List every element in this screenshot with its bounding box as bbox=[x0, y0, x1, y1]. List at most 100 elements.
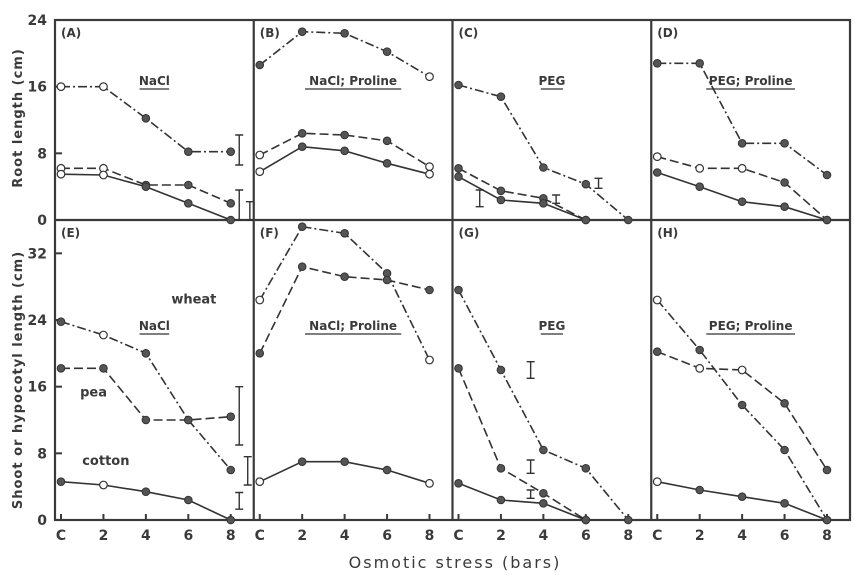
x-tick-label: 2 bbox=[695, 528, 705, 544]
x-tick-label: 2 bbox=[496, 528, 506, 544]
data-point-cotton bbox=[425, 169, 434, 179]
data-point-cotton bbox=[184, 495, 193, 505]
data-point-cotton bbox=[780, 202, 789, 211]
data-point-pea bbox=[99, 364, 108, 373]
series-line-pea bbox=[458, 167, 587, 221]
series-line-cotton bbox=[458, 175, 587, 221]
data-point-pea bbox=[425, 285, 434, 295]
panel-title: NaCl; Proline bbox=[309, 319, 397, 333]
data-point-cotton bbox=[382, 159, 392, 168]
y-tick-label: 0 bbox=[37, 513, 47, 529]
error-bar bbox=[245, 200, 254, 221]
x-tick-label: C bbox=[652, 528, 662, 544]
data-point-cotton bbox=[226, 515, 236, 525]
data-point-wheat bbox=[297, 222, 307, 231]
data-point-wheat bbox=[496, 365, 506, 375]
data-point-wheat bbox=[297, 27, 307, 36]
x-tick-label: 8 bbox=[226, 528, 236, 544]
error-bar bbox=[526, 459, 535, 475]
data-point-pea bbox=[226, 199, 236, 208]
series-line-wheat bbox=[259, 30, 430, 78]
x-tick-label: 4 bbox=[737, 528, 747, 544]
data-point-pea bbox=[822, 465, 832, 475]
panel-title: NaCl; Proline bbox=[309, 74, 397, 88]
data-point-cotton bbox=[496, 495, 506, 505]
data-point-wheat bbox=[340, 229, 349, 238]
panel-title: PEG bbox=[538, 319, 565, 333]
data-point-wheat bbox=[539, 445, 548, 455]
data-point-pea bbox=[780, 399, 789, 408]
data-point-wheat bbox=[56, 317, 66, 326]
data-point-cotton bbox=[99, 170, 108, 180]
error-bar bbox=[235, 385, 244, 446]
series-line-pea bbox=[457, 367, 587, 521]
data-point-wheat bbox=[822, 170, 832, 180]
error-bar bbox=[235, 134, 244, 166]
data-point-pea bbox=[340, 272, 349, 281]
data-point-cotton bbox=[340, 146, 349, 156]
data-point-cotton bbox=[255, 167, 265, 177]
data-point-pea bbox=[141, 415, 151, 425]
data-point-wheat bbox=[780, 445, 789, 455]
data-point-cotton bbox=[581, 215, 591, 225]
data-point-pea bbox=[780, 178, 789, 187]
data-point-wheat bbox=[382, 47, 392, 56]
x-tick-label: 8 bbox=[623, 528, 633, 544]
series-line-cotton bbox=[458, 482, 587, 521]
data-point-wheat bbox=[695, 345, 704, 355]
data-point-pea bbox=[297, 262, 307, 271]
series-line-cotton bbox=[657, 171, 828, 221]
data-point-pea bbox=[737, 365, 747, 375]
data-point-wheat bbox=[581, 179, 591, 189]
data-point-cotton bbox=[340, 457, 349, 466]
x-tick-label: 6 bbox=[183, 528, 193, 544]
data-point-wheat bbox=[141, 349, 151, 358]
data-point-wheat bbox=[255, 60, 265, 70]
data-point-cotton bbox=[255, 477, 265, 487]
panel-title: PEG; Proline bbox=[709, 319, 793, 333]
data-point-wheat bbox=[99, 82, 108, 92]
data-point-cotton bbox=[141, 182, 151, 191]
data-point-cotton bbox=[695, 485, 704, 495]
data-point-cotton bbox=[141, 487, 151, 496]
data-point-wheat bbox=[56, 82, 66, 92]
panel-letter: (A) bbox=[61, 26, 81, 40]
y-tick-label: 32 bbox=[28, 246, 47, 262]
data-point-pea bbox=[695, 163, 705, 173]
data-point-pea bbox=[652, 347, 662, 356]
x-tick-label: 8 bbox=[425, 528, 435, 544]
series-line-pea bbox=[61, 167, 232, 205]
x-tick-label: 2 bbox=[99, 528, 109, 544]
y-tick-label: 24 bbox=[28, 13, 48, 29]
data-point-wheat bbox=[99, 330, 108, 340]
data-point-pea bbox=[454, 364, 463, 373]
panel-title: NaCl bbox=[139, 319, 170, 333]
data-point-cotton bbox=[780, 499, 789, 508]
panel-title: PEG bbox=[538, 74, 565, 88]
data-point-cotton bbox=[425, 478, 434, 488]
data-point-cotton bbox=[297, 142, 307, 151]
data-point-pea bbox=[255, 150, 265, 160]
data-point-cotton bbox=[822, 215, 832, 225]
error-bar bbox=[235, 189, 244, 221]
series-line-pea bbox=[259, 132, 430, 168]
data-point-wheat bbox=[623, 215, 633, 225]
data-point-wheat bbox=[623, 515, 633, 525]
data-point-cotton bbox=[226, 215, 236, 225]
data-point-pea bbox=[496, 464, 506, 473]
data-point-pea bbox=[382, 136, 392, 146]
y-tick-label: 8 bbox=[37, 146, 47, 162]
y-axis-title-top: Root length (cm) bbox=[11, 48, 26, 188]
panel-letter: (B) bbox=[260, 26, 280, 40]
error-bar bbox=[526, 360, 535, 380]
data-point-wheat bbox=[496, 92, 506, 101]
panel-title: PEG; Proline bbox=[709, 74, 793, 88]
data-point-wheat bbox=[184, 147, 193, 156]
series-label-wheat: wheat bbox=[171, 292, 216, 307]
data-point-cotton bbox=[737, 492, 747, 501]
data-point-wheat bbox=[695, 59, 704, 68]
data-point-cotton bbox=[652, 477, 662, 487]
y-tick-label: 8 bbox=[37, 446, 47, 462]
data-point-wheat bbox=[141, 114, 151, 123]
